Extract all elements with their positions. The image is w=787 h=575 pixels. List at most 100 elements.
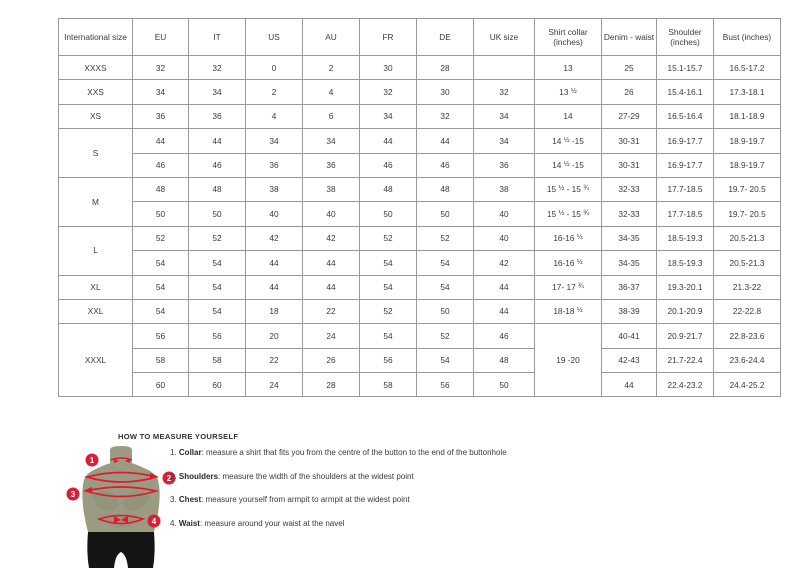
cell-us: 40	[245, 201, 303, 227]
cell-us: 44	[245, 274, 303, 300]
cell-au: 38	[302, 176, 360, 203]
column-header: FR	[359, 18, 417, 56]
cell-bust: 18.9-19.7	[713, 128, 781, 154]
cell-international-size: L	[58, 225, 133, 276]
cell-international-size: XXL	[58, 298, 133, 325]
marker-4-icon	[147, 514, 161, 528]
cell-denim: 44	[601, 372, 657, 398]
cell-collar: 15 ½ - 15 ¾	[534, 176, 602, 203]
cell-collar: 19 -20	[534, 323, 602, 398]
cell-denim: 34-35	[601, 225, 657, 252]
cell-collar: 15 ½ - 15 ¾	[534, 201, 602, 227]
cell-shoulder: 21.7-22.4	[656, 347, 714, 374]
column-header: AU	[302, 18, 360, 56]
table-row: XS 36 36 4 6 34 32 34 14 27-29 16.5-16.4 18.1-18.9	[58, 103, 781, 130]
cell-international-size: XL	[58, 274, 133, 300]
cell-au: 42	[302, 225, 360, 252]
cell-collar: 13 ½	[534, 79, 602, 105]
cell-denim: 32-33	[601, 176, 657, 203]
cell-uk: 38	[473, 176, 535, 203]
cell-bust: 18.9-19.7	[713, 152, 781, 178]
cell-fr: 56	[359, 347, 417, 374]
cell-uk: 40	[473, 201, 535, 227]
cell-fr: 50	[359, 201, 417, 227]
svg-text:2: 2	[167, 474, 172, 483]
cell-uk: 48	[473, 347, 535, 374]
measure-step-label: Waist	[178, 518, 200, 528]
size-chart-table: International size EU IT US AU FR DE UK size Shi…	[58, 18, 781, 398]
cell-denim: 25	[601, 54, 657, 81]
cell-uk: 44	[473, 298, 535, 325]
cell-uk	[473, 54, 535, 81]
marker-3-icon	[66, 487, 80, 501]
cell-fr: 32	[359, 79, 417, 105]
measure-step-number: 4.	[170, 518, 177, 528]
measure-step-text: : measure around your waist at the navel	[199, 518, 345, 528]
cell-de: 52	[416, 323, 474, 349]
table-row: XXS 34 34 2 4 32 30 32 13 ½ 26 15.4-16.1 17.3-18.1	[58, 79, 781, 105]
cell-eu: 54	[132, 274, 189, 300]
cell-it: 54	[188, 298, 246, 325]
table-row: 60 60 24 28 58 56 50 44 22.4-23.2 24.4-25.2	[59, 372, 781, 398]
cell-uk: 32	[473, 79, 535, 105]
cell-international-size: M	[58, 176, 133, 227]
measure-step-label: Collar	[178, 448, 202, 457]
column-header: IT	[188, 18, 246, 56]
svg-text:1: 1	[90, 456, 95, 465]
cell-us: 0	[245, 54, 303, 81]
table-row: 54 54 44 44 54 54 42 16-16 ½ 34-35 18.5-19.3 20.5-…	[59, 250, 781, 276]
cell-it: 34	[188, 79, 246, 105]
cell-international-size: XS	[58, 103, 133, 130]
cell-us: 34	[245, 128, 303, 154]
cell-de: 56	[416, 372, 474, 398]
cell-shoulder: 18.5-19.3	[656, 225, 714, 252]
cell-collar: 17- 17 ¾	[534, 274, 602, 300]
column-header: US	[245, 18, 303, 56]
cell-de: 30	[416, 79, 474, 105]
cell-eu: 52	[132, 225, 189, 252]
cell-au: 44	[302, 274, 360, 300]
cell-eu: 32	[132, 54, 189, 81]
cell-it: 54	[188, 274, 246, 300]
measure-step-text: : measure yourself from armpit to armpit…	[201, 495, 410, 504]
table-row: M 48 48 38 38 48 48 38 15 ½ - 15 ¾ 32-33 17.7-18.5…	[58, 176, 781, 227]
cell-denim: 42-43	[601, 347, 657, 374]
cell-eu: 36	[132, 103, 189, 130]
measure-step-number: 2.	[170, 471, 177, 481]
cell-uk: 34	[473, 103, 535, 130]
cell-us: 24	[245, 372, 303, 398]
cell-de: 54	[416, 274, 474, 300]
cell-au: 28	[302, 372, 360, 398]
svg-text:3: 3	[71, 490, 76, 499]
measure-step: 1. Collar: measure a shirt that fits you…	[170, 448, 730, 458]
cell-eu: 56	[132, 323, 189, 349]
cell-denim: 34-35	[601, 250, 657, 276]
cell-fr: 54	[359, 274, 417, 300]
cell-denim: 26	[601, 79, 657, 105]
column-header: Denim - waist	[601, 18, 657, 56]
measure-step-label: Shoulders	[178, 471, 219, 481]
cell-bust: 19.7- 20.5	[713, 201, 781, 227]
cell-au: 34	[302, 128, 360, 154]
cell-au: 26	[302, 347, 360, 374]
cell-us: 20	[245, 323, 303, 349]
cell-collar: 18-18 ½	[534, 298, 602, 325]
cell-it: 52	[188, 225, 246, 252]
cell-bust: 16.5-17.2	[713, 54, 781, 81]
cell-eu: 60	[132, 372, 189, 398]
cell-it: 44	[188, 128, 246, 154]
cell-uk: 44	[473, 274, 535, 300]
cell-us: 38	[245, 176, 303, 203]
cell-eu: 44	[132, 128, 189, 154]
cell-de: 50	[416, 201, 474, 227]
cell-shoulder: 20.9-21.7	[656, 323, 714, 349]
cell-au: 6	[302, 103, 360, 130]
cell-au: 2	[302, 54, 360, 81]
cell-international-size: XXXS	[58, 54, 133, 81]
cell-us: 42	[245, 225, 303, 252]
column-header: Shirt collar (inches)	[534, 18, 602, 56]
cell-bust: 22-22.8	[713, 298, 781, 325]
table-row: 46 46 36 36 46 46 36 14 ½ -15 30-31 16.9-17.7 18.9…	[59, 152, 781, 178]
table-row: 50 50 40 40 50 50 40 15 ½ - 15 ¾ 32-33 17.7-18.5 1…	[59, 201, 781, 227]
cell-us: 36	[245, 152, 303, 178]
